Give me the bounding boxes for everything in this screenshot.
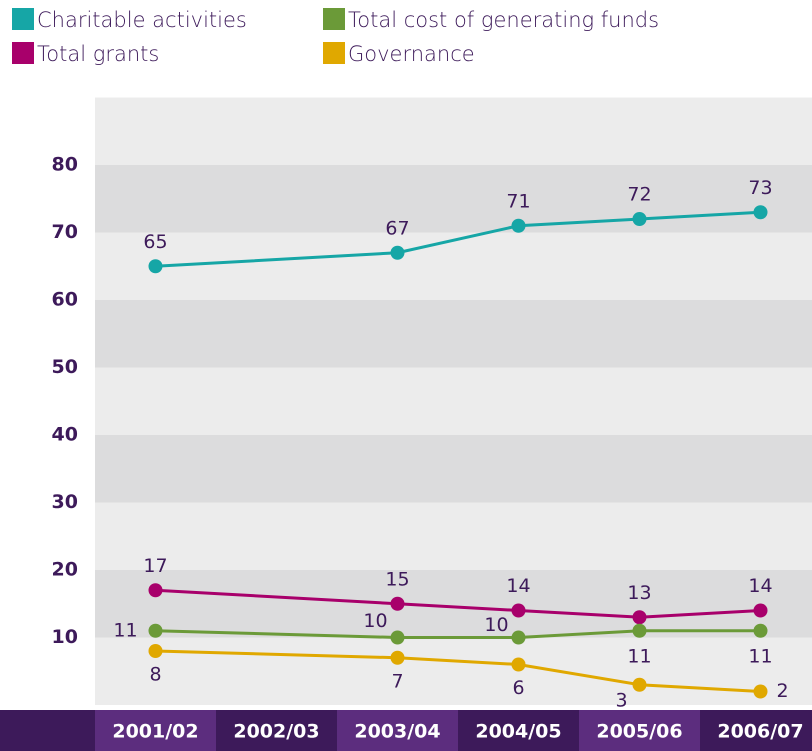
data-point — [390, 630, 405, 645]
x-tick-label: 2001/02 — [112, 721, 198, 743]
data-label: 73 — [748, 177, 772, 199]
data-point — [511, 603, 526, 618]
data-point — [511, 630, 526, 645]
data-label: 17 — [143, 555, 167, 577]
data-label: 11 — [748, 645, 772, 667]
data-point — [753, 684, 768, 699]
x-tick-label: 2003/04 — [354, 721, 440, 743]
data-point — [753, 205, 768, 220]
grid-band — [95, 570, 812, 638]
grid-band — [95, 300, 812, 368]
x-tick-cell — [458, 710, 579, 751]
data-label: 65 — [143, 231, 167, 253]
data-label: 13 — [627, 582, 651, 604]
data-label: 7 — [391, 670, 403, 692]
data-point — [511, 218, 526, 233]
legend-swatch — [12, 8, 34, 30]
data-point — [753, 623, 768, 638]
data-label: 3 — [615, 689, 627, 711]
x-tick-cell — [700, 710, 812, 751]
data-point — [148, 259, 163, 274]
data-point — [753, 603, 768, 618]
data-label: 67 — [385, 217, 409, 239]
data-point — [632, 610, 647, 625]
data-point — [148, 644, 163, 658]
data-label: 2 — [776, 680, 788, 702]
y-tick-label: 10 — [52, 626, 78, 648]
legend-swatch — [323, 42, 345, 64]
x-tick-label: 2004/05 — [475, 721, 561, 743]
y-tick-label: 50 — [52, 356, 78, 378]
y-tick-label: 20 — [52, 559, 78, 581]
data-label: 15 — [385, 568, 409, 590]
data-label: 14 — [748, 575, 772, 597]
data-label: 11 — [113, 619, 137, 641]
data-label: 10 — [363, 610, 387, 632]
data-label: 11 — [627, 645, 651, 667]
data-point — [148, 583, 163, 598]
data-label: 71 — [506, 190, 530, 212]
data-label: 6 — [512, 677, 524, 699]
y-tick-label: 70 — [52, 221, 78, 243]
grid-band — [95, 435, 812, 503]
y-tick-label: 30 — [52, 491, 78, 513]
x-tick-cell — [579, 710, 700, 751]
x-tick-cell — [95, 710, 216, 751]
x-tick-cell — [337, 710, 458, 751]
legend-swatch — [323, 8, 345, 30]
x-tick-cell — [216, 710, 337, 751]
x-tick-label: 2005/06 — [596, 721, 682, 743]
data-label: 72 — [627, 184, 651, 206]
legend-label: Governance — [348, 42, 475, 66]
data-point — [390, 650, 405, 665]
data-point — [632, 623, 647, 638]
data-point — [390, 245, 405, 260]
data-label: 10 — [484, 614, 508, 636]
data-point — [632, 677, 647, 692]
grid-band — [95, 165, 812, 233]
legend-swatch — [12, 42, 34, 64]
data-label: 14 — [506, 575, 530, 597]
data-point — [390, 596, 405, 611]
legend-label: Total cost of generating funds — [348, 8, 659, 32]
x-tick-label: 2006/07 — [717, 721, 803, 743]
data-point — [148, 623, 163, 638]
data-point — [511, 657, 526, 672]
data-point — [632, 212, 647, 226]
legend-label: Total grants — [37, 42, 159, 66]
data-label: 8 — [149, 664, 161, 686]
y-tick-label: 80 — [52, 154, 78, 176]
legend-label: Charitable activities — [37, 8, 247, 32]
x-tick-label: 2002/03 — [233, 721, 319, 743]
y-tick-label: 40 — [52, 424, 78, 446]
y-tick-label: 60 — [52, 289, 78, 311]
